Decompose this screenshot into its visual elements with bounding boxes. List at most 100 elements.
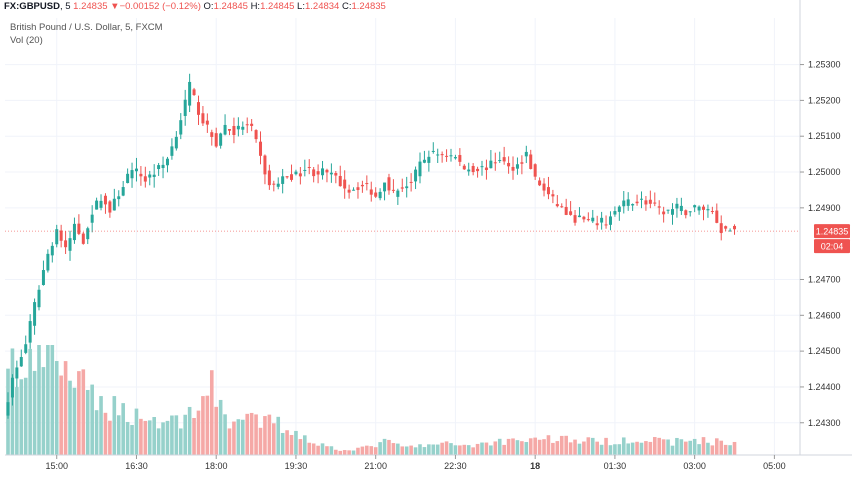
y-axis-labels[interactable]: 1.25300 1.25200 1.25100 1.25000 1.24900 1.247…	[800, 60, 841, 428]
candle-body	[24, 344, 28, 353]
volume-bar	[599, 444, 604, 455]
interval[interactable]: 5	[65, 1, 71, 12]
candle-body	[201, 113, 205, 124]
candle-body	[360, 184, 364, 187]
volume-bar	[723, 444, 728, 455]
volume-bar	[679, 439, 684, 455]
candle-body	[471, 166, 475, 173]
chart-grid	[5, 18, 800, 455]
volume-bar	[387, 439, 391, 455]
volume-bar	[223, 414, 227, 455]
volume-bar	[382, 438, 387, 455]
volume-bar	[130, 424, 134, 455]
volume-bar	[236, 419, 241, 455]
candle-body	[205, 120, 209, 125]
volume-bar	[396, 443, 400, 455]
candle-body	[591, 217, 595, 222]
series-legend[interactable]: British Pound / U.S. Dollar, 5, FXCM	[10, 22, 163, 33]
volume-bar	[325, 446, 329, 455]
volume-bar	[307, 442, 312, 455]
candle-body	[121, 187, 125, 196]
candle-body	[170, 146, 174, 156]
volume-bar	[670, 445, 675, 455]
candle-body	[329, 172, 333, 175]
candle-body	[560, 206, 564, 208]
candle-body	[321, 168, 325, 176]
candle-body	[316, 171, 320, 175]
candle-body	[365, 183, 369, 185]
volume-bar	[187, 406, 192, 455]
volume-bar	[444, 441, 449, 455]
volume-bar	[77, 371, 81, 455]
symbol-name[interactable]: FX:GBPUSD	[4, 1, 60, 12]
volume-bar	[715, 438, 719, 455]
candle-body	[41, 270, 45, 286]
candle-body	[6, 402, 10, 416]
candle-body	[453, 157, 457, 159]
candle-body	[467, 169, 471, 172]
candle-body	[352, 189, 356, 191]
volume-bar	[356, 447, 360, 455]
candle-body	[533, 164, 537, 177]
candle-body	[259, 141, 263, 156]
candle-body	[706, 209, 710, 211]
volume-bar	[666, 439, 670, 455]
candle-body	[334, 173, 338, 176]
candle-body	[498, 160, 502, 162]
volume-bar	[688, 440, 693, 455]
volume-bar	[258, 427, 263, 455]
candle-body	[662, 211, 666, 215]
candle-body	[134, 168, 138, 172]
price-change: −0.00152 (−0.12%)	[119, 1, 201, 12]
volume-bar	[706, 442, 710, 455]
volume-bar	[214, 406, 219, 455]
candle-body	[148, 174, 152, 178]
candle-body	[555, 204, 559, 207]
candle-body	[86, 228, 90, 240]
volume-bar	[542, 439, 546, 455]
candle-body	[254, 130, 258, 140]
volume-bar	[621, 437, 626, 455]
volume-bar	[59, 375, 63, 455]
volume-bar	[427, 444, 431, 455]
volume-bar	[497, 438, 502, 455]
candle-body	[77, 223, 81, 234]
candle-body	[236, 125, 240, 130]
volume-bar	[484, 442, 489, 455]
volume-bar	[254, 414, 258, 455]
candle-body	[99, 200, 103, 208]
volume-bar	[475, 443, 480, 455]
volume-bar	[582, 441, 586, 455]
volume-bar	[635, 441, 639, 455]
candle-body	[400, 187, 404, 189]
candle-body	[564, 206, 568, 215]
candle-body	[72, 223, 76, 241]
x-tick-label: 16:30	[125, 461, 148, 471]
candle-body	[414, 169, 418, 182]
candle-body	[307, 166, 311, 168]
candle-body	[577, 215, 581, 218]
candle-body	[276, 183, 280, 187]
candle-body	[294, 171, 298, 175]
volume-bar	[112, 396, 117, 455]
candle-body	[724, 226, 728, 229]
volume-bar	[413, 447, 418, 455]
candle-body	[520, 162, 524, 164]
open-label: O:	[203, 1, 214, 12]
volume-bar	[63, 361, 68, 455]
volume-bar	[108, 420, 112, 455]
candle-body	[157, 165, 161, 170]
candle-body	[462, 165, 466, 170]
x-axis-labels[interactable]: 15:00 16:30 18:00 19:30 21:00 22:30 18 01:30 03:…	[45, 455, 786, 471]
y-tick-label: 1.24900	[808, 203, 841, 213]
candle-body	[684, 210, 688, 216]
candles	[6, 73, 737, 419]
y-tick-label: 1.24700	[808, 274, 841, 284]
volume-bar	[701, 437, 706, 455]
candle-body	[192, 89, 196, 96]
volume-legend[interactable]: Vol (20)	[10, 35, 43, 46]
y-tick-label: 1.25300	[808, 60, 841, 70]
volume-bar	[440, 442, 444, 455]
volume-bar	[46, 345, 50, 455]
